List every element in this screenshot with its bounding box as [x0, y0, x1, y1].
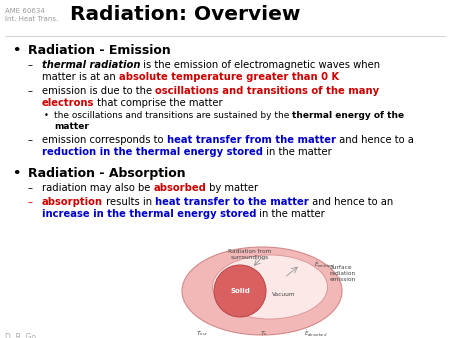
Text: the oscillations and transitions are sustained by the: the oscillations and transitions are sus… [54, 111, 292, 120]
Text: $T_{sur}$: $T_{sur}$ [196, 329, 208, 338]
Text: emission corresponds to: emission corresponds to [42, 135, 166, 145]
Text: in the matter: in the matter [263, 147, 332, 157]
Text: –: – [28, 197, 33, 207]
Text: that comprise the matter: that comprise the matter [94, 98, 223, 108]
Text: –: – [28, 135, 33, 145]
Text: $\dot{E}_{absorbed}$: $\dot{E}_{absorbed}$ [304, 329, 328, 338]
Text: Vacuum: Vacuum [272, 292, 296, 297]
Circle shape [214, 265, 266, 317]
Text: –: – [28, 86, 33, 96]
Text: Radiation - Emission: Radiation - Emission [28, 44, 171, 57]
Text: D. B. Go: D. B. Go [5, 333, 36, 338]
Text: absolute temperature greater than 0 K: absolute temperature greater than 0 K [119, 72, 339, 82]
Ellipse shape [182, 247, 342, 335]
Text: thermal radiation: thermal radiation [42, 60, 140, 70]
Text: by matter: by matter [207, 183, 258, 193]
Text: –: – [28, 60, 33, 70]
Text: emission is due to the: emission is due to the [42, 86, 155, 96]
Text: Int. Heat Trans.: Int. Heat Trans. [5, 16, 58, 22]
Text: Radiation: Overview: Radiation: Overview [70, 5, 301, 24]
Text: Radiation - Absorption: Radiation - Absorption [28, 167, 185, 180]
Text: in the matter: in the matter [256, 209, 325, 219]
Text: oscillations and transitions of the many: oscillations and transitions of the many [155, 86, 379, 96]
Text: heat transfer to the matter: heat transfer to the matter [155, 197, 309, 207]
Text: heat transfer from the matter: heat transfer from the matter [166, 135, 336, 145]
Text: matter is at an: matter is at an [42, 72, 119, 82]
Text: absorbed: absorbed [153, 183, 207, 193]
Text: results in: results in [103, 197, 155, 207]
Ellipse shape [212, 255, 328, 319]
Text: electrons: electrons [42, 98, 94, 108]
Text: Radiation from
surroundings: Radiation from surroundings [228, 249, 272, 260]
Text: increase in the thermal energy stored: increase in the thermal energy stored [42, 209, 256, 219]
Text: •: • [12, 167, 20, 180]
Text: $T_s$: $T_s$ [260, 329, 268, 338]
Text: is the emission of electromagnetic waves when: is the emission of electromagnetic waves… [140, 60, 381, 70]
Text: absorption: absorption [42, 197, 103, 207]
Text: •: • [44, 111, 49, 120]
Text: Surface
radiation
emission: Surface radiation emission [330, 265, 356, 283]
Text: Solid: Solid [230, 288, 250, 294]
Text: $\dot{E}_{emitted}$: $\dot{E}_{emitted}$ [314, 260, 335, 270]
Text: –: – [28, 183, 33, 193]
Text: matter: matter [54, 122, 89, 131]
Text: AME 60634: AME 60634 [5, 8, 45, 14]
Text: and hence to a: and hence to a [336, 135, 414, 145]
Text: and hence to an: and hence to an [309, 197, 393, 207]
Text: reduction in the thermal energy stored: reduction in the thermal energy stored [42, 147, 263, 157]
Text: radiation may also be: radiation may also be [42, 183, 153, 193]
Text: •: • [12, 44, 20, 57]
Text: thermal energy of the: thermal energy of the [292, 111, 405, 120]
